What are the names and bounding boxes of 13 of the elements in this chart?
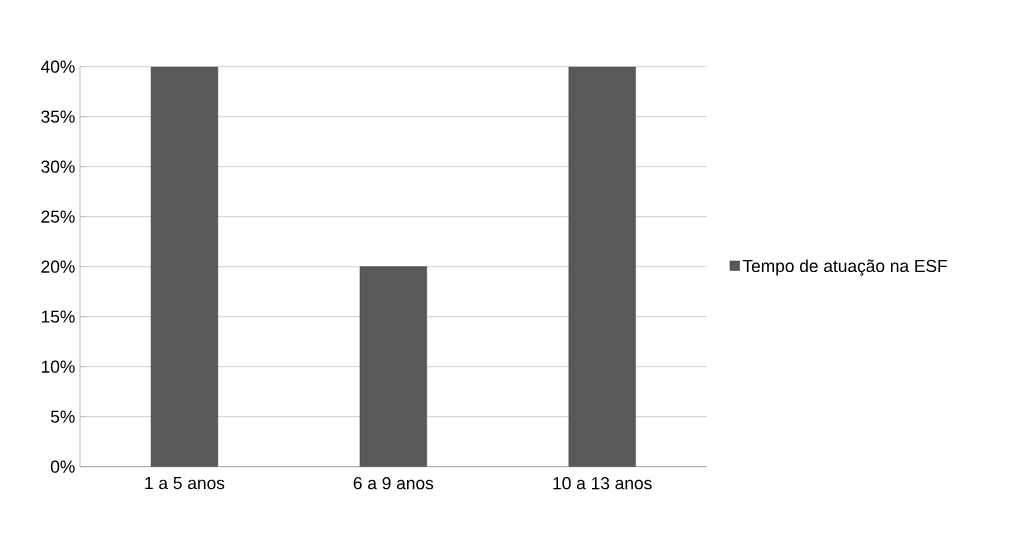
y-tick-label: 30% <box>41 160 75 173</box>
x-tick-label: 6 a 9 anos <box>353 477 434 490</box>
y-tick-label: 0% <box>50 460 75 473</box>
y-tick-label: 5% <box>50 410 75 423</box>
y-tick-label: 15% <box>41 310 75 323</box>
legend-label: Tempo de atuação na ESF <box>742 259 947 276</box>
y-tick-label: 35% <box>41 110 75 123</box>
y-tick-label: 20% <box>41 260 75 273</box>
x-tick-label: 1 a 5 anos <box>145 477 225 490</box>
y-tick-label: 10% <box>41 360 75 373</box>
y-tick-label: 25% <box>41 210 75 223</box>
y-tick-label: 40% <box>40 60 75 73</box>
x-tick-label: 10 a 13 anos <box>553 477 652 490</box>
